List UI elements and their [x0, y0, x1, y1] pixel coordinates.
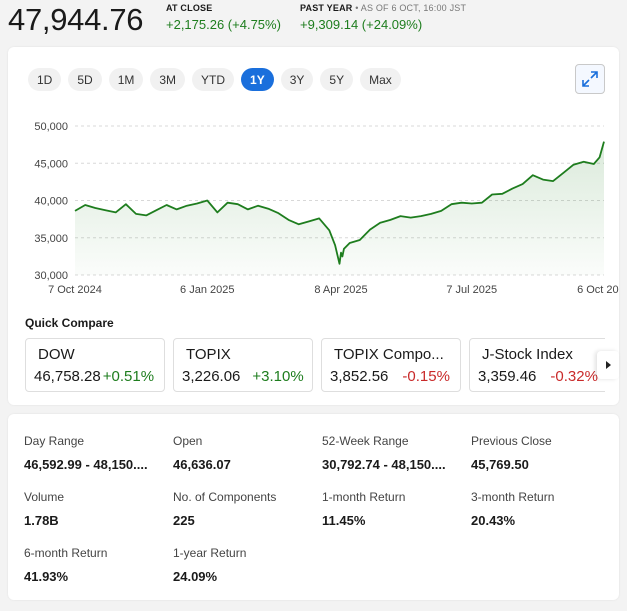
stat-value: 1.78B — [24, 513, 59, 528]
expand-icon — [582, 71, 598, 87]
y-tick-label: 45,000 — [34, 158, 68, 170]
at-close-change: +2,175.26 (+4.75%) — [166, 17, 281, 32]
stat-label: 1-year Return — [173, 546, 247, 560]
series-area — [75, 141, 604, 275]
stat-open: Open 46,636.07 — [173, 434, 311, 472]
x-tick-label: 6 Oct 2025 — [577, 284, 619, 296]
compare-value: 3,226.06 — [182, 368, 241, 385]
expand-button[interactable] — [575, 64, 605, 94]
chart-card: 1D 5D 1M 3M YTD 1Y 3Y 5Y Max 50,000 45,00… — [8, 47, 619, 405]
stat-label: 6-month Return — [24, 546, 108, 560]
current-price: 47,944.76 — [8, 2, 144, 37]
tab-5y[interactable]: 5Y — [320, 68, 354, 91]
compare-name: TOPIX — [186, 346, 231, 363]
stat-label: Open — [173, 434, 203, 448]
x-tick-label: 7 Jul 2025 — [446, 284, 497, 296]
series-line — [74, 141, 605, 265]
tab-3y[interactable]: 3Y — [280, 68, 314, 91]
stat-label: No. of Components — [173, 490, 277, 504]
stat-label: Volume — [24, 490, 65, 504]
compare-card-topix[interactable]: TOPIX 3,226.06 +3.10% — [173, 338, 313, 392]
as-of-timestamp: • AS OF 6 OCT, 16:00 JST — [355, 3, 467, 13]
compare-name: J-Stock Index — [482, 346, 573, 363]
stat-value: 45,769.50 — [471, 457, 529, 472]
x-tick-label: 7 Oct 2024 — [48, 284, 102, 296]
stat-label: Previous Close — [471, 434, 552, 448]
stat-value: 30,792.74 - 48,150.... — [322, 457, 446, 472]
compare-value-line: 3,852.56 -0.15% — [330, 368, 450, 385]
compare-value-line: 3,226.06 +3.10% — [182, 368, 304, 385]
compare-value: 3,852.56 — [330, 368, 389, 385]
y-tick-label: 40,000 — [34, 196, 68, 208]
chevron-right-icon — [606, 361, 611, 369]
stats-card: Day Range 46,592.99 - 48,150.... Open 46… — [8, 414, 619, 600]
stat-1-year-return: 1-year Return 24.09% — [173, 546, 311, 584]
stat-6-month-return: 6-month Return 41.93% — [24, 546, 162, 584]
past-year-change: +9,309.14 (+24.09%) — [300, 17, 423, 32]
tab-5d[interactable]: 5D — [68, 68, 102, 91]
compare-change: -0.15% — [402, 368, 450, 385]
quick-compare-row: DOW 46,758.28 +0.51% TOPIX 3,226.06 +3.10%… — [25, 338, 605, 392]
stat-value: 11.45% — [322, 513, 366, 528]
compare-change: +0.51% — [102, 368, 155, 385]
past-year-label: PAST YEAR — [300, 3, 353, 13]
stat-label: 1-month Return — [322, 490, 406, 504]
tab-max[interactable]: Max — [360, 68, 401, 91]
compare-card-dow[interactable]: DOW 46,758.28 +0.51% — [25, 338, 165, 392]
compare-change: +3.10% — [252, 368, 304, 385]
stat-value: 46,592.99 - 48,150.... — [24, 457, 148, 472]
tab-1d[interactable]: 1D — [28, 68, 62, 91]
stat-3-month-return: 3-month Return 20.43% — [471, 490, 609, 528]
stat-value: 41.93% — [24, 569, 69, 584]
price-chart: 50,000 45,000 40,000 35,000 30,000 7 Oct 2024… — [34, 121, 619, 296]
tab-1m[interactable]: 1M — [108, 68, 144, 91]
quick-compare-title: Quick Compare — [25, 316, 114, 330]
stat-volume: Volume 1.78B — [24, 490, 162, 528]
past-year-heading: PAST YEAR • AS OF 6 OCT, 16:00 JST — [300, 3, 466, 13]
tab-1y[interactable]: 1Y — [241, 68, 274, 91]
stat-value: 20.43% — [471, 513, 516, 528]
compare-card-topix-core[interactable]: TOPIX Compo... 3,852.56 -0.15% — [321, 338, 461, 392]
stat-value: 24.09% — [173, 569, 218, 584]
stat-previous-close: Previous Close 45,769.50 — [471, 434, 609, 472]
at-close-label: AT CLOSE — [166, 3, 213, 13]
y-tick-label: 35,000 — [34, 233, 68, 245]
range-tabs: 1D 5D 1M 3M YTD 1Y 3Y 5Y Max — [28, 68, 401, 91]
stat-value: 46,636.07 — [173, 457, 231, 472]
stat-label: 52-Week Range — [322, 434, 409, 448]
past-year-block: PAST YEAR • AS OF 6 OCT, 16:00 JST +9,30… — [300, 3, 466, 32]
compare-next-button[interactable] — [597, 351, 619, 379]
compare-value: 46,758.28 — [34, 368, 101, 385]
stat-1-month-return: 1-month Return 11.45% — [322, 490, 460, 528]
compare-name: DOW — [38, 346, 75, 363]
x-tick-label: 8 Apr 2025 — [314, 284, 367, 296]
compare-change: -0.32% — [550, 368, 598, 385]
compare-value-line: 46,758.28 +0.51% — [34, 368, 154, 385]
stat-label: Day Range — [24, 434, 85, 448]
compare-name: TOPIX Compo... — [334, 346, 444, 363]
compare-value-line: 3,359.46 -0.32% — [478, 368, 598, 385]
y-tick-label: 50,000 — [34, 121, 68, 133]
compare-value: 3,359.46 — [478, 368, 537, 385]
y-tick-label: 30,000 — [34, 270, 68, 282]
stat-value: 225 — [173, 513, 195, 528]
stat-52-week-range: 52-Week Range 30,792.74 - 48,150.... — [322, 434, 460, 472]
tab-ytd[interactable]: YTD — [192, 68, 235, 91]
quote-header: 47,944.76 AT CLOSE +2,175.26 (+4.75%) PA… — [0, 0, 627, 42]
at-close-block: AT CLOSE +2,175.26 (+4.75%) — [166, 3, 281, 32]
stat-label: 3-month Return — [471, 490, 555, 504]
tab-3m[interactable]: 3M — [150, 68, 186, 91]
stat-components: No. of Components 225 — [173, 490, 311, 528]
x-tick-label: 6 Jan 2025 — [180, 284, 234, 296]
stat-day-range: Day Range 46,592.99 - 48,150.... — [24, 434, 162, 472]
compare-card-jstock[interactable]: J-Stock Index 3,359.46 -0.32% — [469, 338, 605, 392]
